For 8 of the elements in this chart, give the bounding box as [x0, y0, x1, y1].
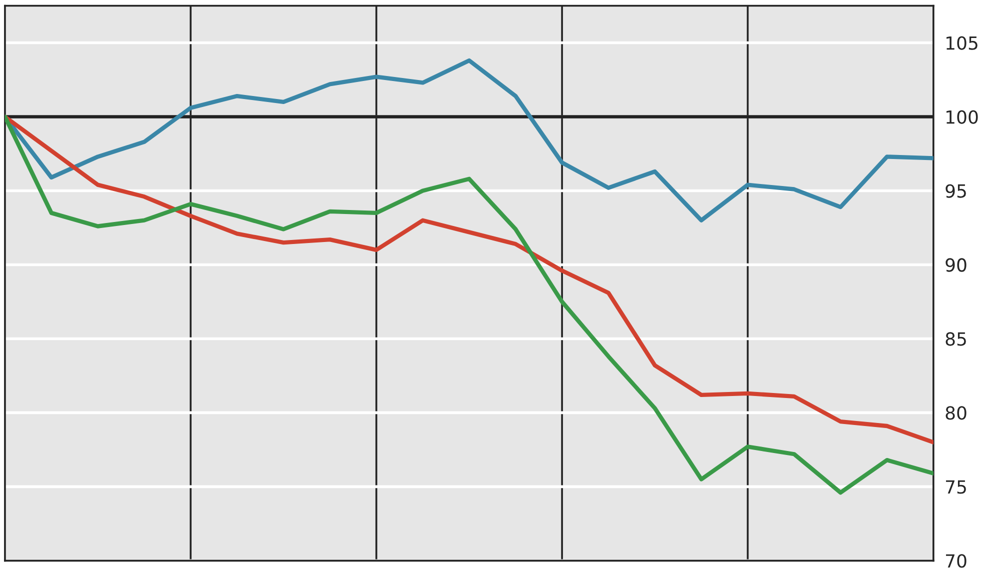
y-tick-label: 70 [946, 554, 966, 568]
y-tick-label: 100 [946, 110, 978, 124]
y-tick-label: 90 [946, 258, 966, 272]
y-tick-label: 75 [946, 480, 966, 494]
y-tick-label: 85 [946, 332, 966, 346]
y-tick-label: 95 [946, 184, 966, 198]
y-tick-label: 105 [946, 36, 978, 50]
y-tick-label: 80 [946, 406, 966, 420]
